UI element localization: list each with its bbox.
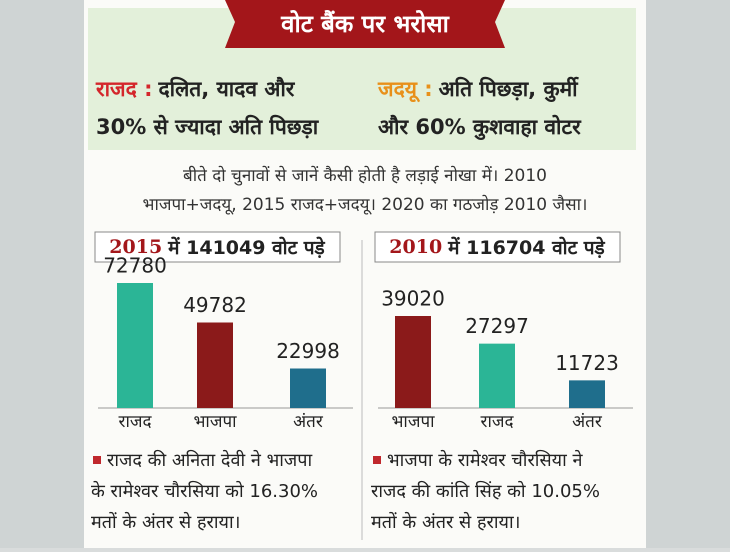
intro-line: भाजपा+जदयू, 2015 राजद+जदयू। 2020 का गठजो… [143, 194, 588, 215]
bar [569, 380, 605, 408]
note-line: मतों के अंतर से हराया। [371, 511, 520, 533]
chart-title-text: में 116704 वोट पड़े [447, 236, 605, 259]
category-label: भाजपा [391, 412, 435, 432]
bullet [93, 456, 101, 464]
value-label: 27297 [465, 314, 529, 338]
chart-title-box [374, 231, 621, 263]
title-ribbon [225, 0, 505, 48]
value-label: 11723 [555, 351, 619, 375]
category-label: अंतर [572, 412, 603, 432]
chart-title: 2015 में 141049 वोट पड़े [109, 236, 325, 259]
note-line: राजद की अनिता देवी ने भाजपा [107, 449, 312, 471]
value-label: 39020 [381, 287, 445, 311]
value-label: 22998 [276, 339, 340, 363]
category-label: अंतर [293, 412, 324, 432]
bar [395, 316, 431, 408]
value-label: 49782 [183, 293, 247, 317]
category-label: राजद [481, 412, 515, 432]
note-line: राजद की कांति सिंह को 10.05% [371, 480, 600, 502]
party-line: और 60% कुशवाहा वोटर [378, 114, 582, 141]
bar [290, 368, 326, 408]
note-line: मतों के अंतर से हराया। [91, 511, 240, 533]
party-label: जदयू : [377, 77, 433, 103]
party-text: दलित, यादव और [157, 76, 295, 101]
bullet [373, 456, 381, 464]
note-line: के रामेश्वर चौरसिया को 16.30% [91, 480, 318, 502]
party-text: अति पिछड़ा, कुर्मी [439, 76, 580, 103]
party-label: राजद : [95, 77, 152, 101]
chart-title: 2010 में 116704 वोट पड़े [389, 236, 605, 259]
party-line: राजद : दलित, यादव और [95, 76, 296, 101]
intro-line: बीते दो चुनावों से जानें कैसी होती है लड… [183, 165, 547, 186]
chart-title-box [94, 231, 341, 263]
title: वोट बैंक पर भरोसा [280, 10, 449, 38]
bar [197, 322, 233, 408]
party-line: जदयू : अति पिछड़ा, कुर्मी [377, 76, 579, 103]
chart-title-text: में 141049 वोट पड़े [167, 236, 325, 259]
category-label: भाजपा [193, 412, 237, 432]
note-line: भाजपा के रामेश्वर चौरसिया ने [387, 449, 583, 471]
value-label: 72780 [103, 254, 167, 278]
party-line: 30% से ज्यादा अति पिछड़ा [96, 114, 320, 139]
bar [117, 283, 153, 408]
chart-title-year: 2010 [389, 236, 442, 258]
bar [479, 343, 515, 408]
category-label: राजद [119, 412, 153, 432]
chart-title-year: 2015 [109, 236, 162, 258]
